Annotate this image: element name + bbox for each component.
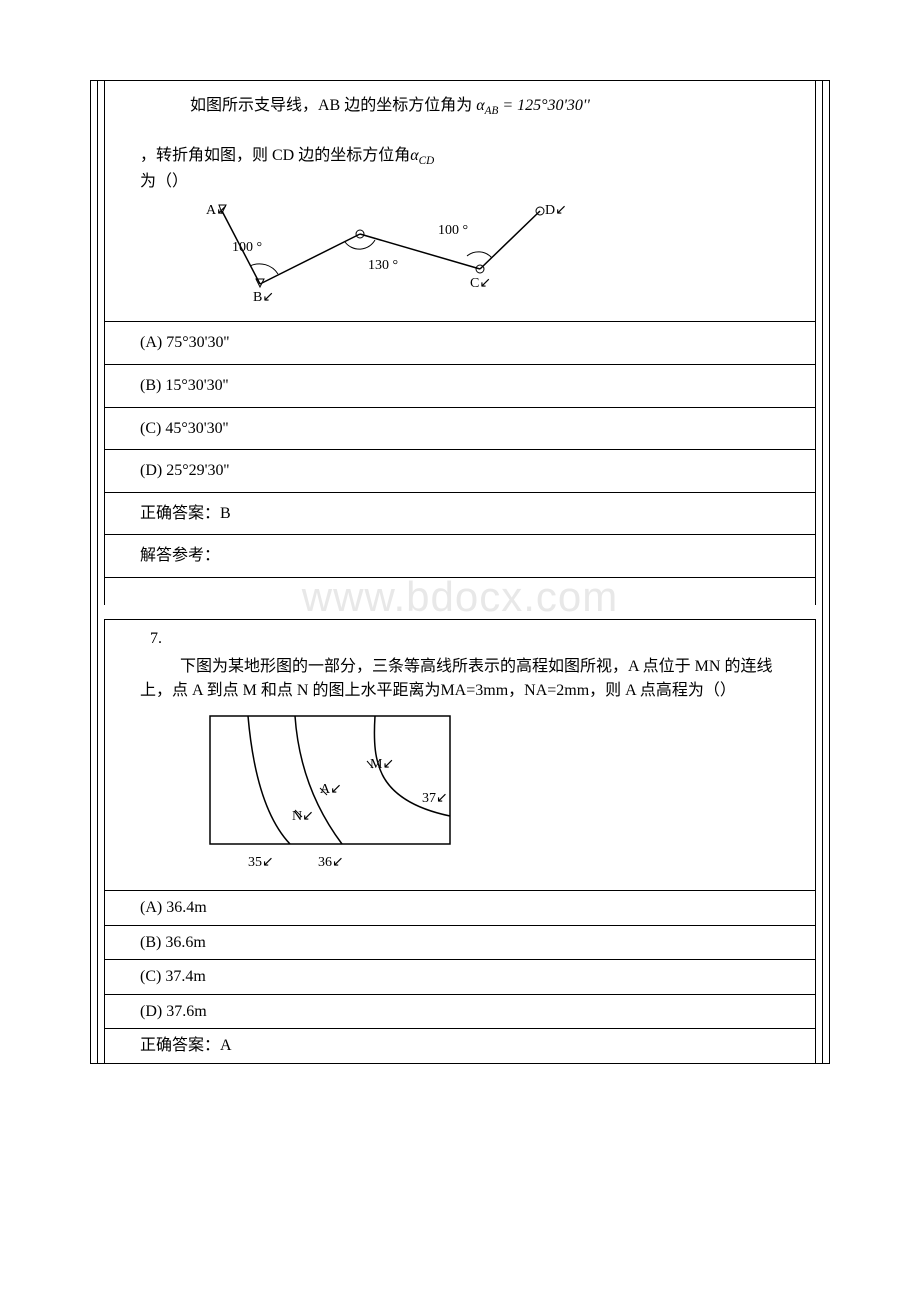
svg-text:M↙: M↙ xyxy=(370,757,394,772)
q7-option-C: (C) 37.4m xyxy=(105,960,815,995)
q6-outer-border: 如图所示支导线，AB 边的坐标方位角为 αAB = 125°30'30'' ，转… xyxy=(90,80,830,605)
q6-option-B: (B) 15°30'30'' xyxy=(105,365,815,408)
q6-stem-line3: 为（） xyxy=(140,167,780,191)
q6-inner-wrap: 如图所示支导线，AB 边的坐标方位角为 αAB = 125°30'30'' ，转… xyxy=(97,81,823,605)
q7-diagram: M↙ A↙ N↙ 37↙ 35↙ 36↙ xyxy=(140,700,780,885)
q6-option-A: (A) 75°30'30'' xyxy=(105,321,815,365)
svg-text:36↙: 36↙ xyxy=(318,855,344,870)
q6-alpha-ab: αAB = 125°30'30'' xyxy=(476,97,590,114)
q6-angle-b: 100 ° xyxy=(232,240,262,255)
q7-option-A: (A) 36.4m xyxy=(105,891,815,926)
q6-inner-wrap2: 如图所示支导线，AB 边的坐标方位角为 αAB = 125°30'30'' ，转… xyxy=(104,81,816,605)
q6-stem-line1: 如图所示支导线，AB 边的坐标方位角为 αAB = 125°30'30'' xyxy=(140,91,780,117)
q6-stem-line2: ，转折角如图，则 CD 边的坐标方位角αCD xyxy=(140,141,780,167)
q6-watermark-row: www.bdocx.com xyxy=(105,563,815,605)
q6-label-D: D↙ xyxy=(545,203,567,218)
q6-alpha-cd: αCD xyxy=(410,147,434,164)
q6-stem-prefix: 如图所示支导线，AB 边的坐标方位角为 xyxy=(190,97,476,114)
q6-angle-c: 100 ° xyxy=(438,223,468,238)
q7-option-D: (D) 37.6m xyxy=(105,995,815,1030)
q7-inner-wrap2: 7. 下图为某地形图的一部分，三条等高线所表示的高程如图所视，A 点位于 MN … xyxy=(104,619,816,1063)
q6-label-B: B↙ xyxy=(253,290,274,305)
q7-diagram-svg: M↙ A↙ N↙ 37↙ 35↙ 36↙ xyxy=(200,708,500,878)
svg-text:A↙: A↙ xyxy=(320,782,342,797)
q7-stem: 7. 下图为某地形图的一部分，三条等高线所表示的高程如图所视，A 点位于 MN … xyxy=(105,620,815,891)
q7-answer-row: 正确答案：A xyxy=(105,1029,815,1063)
q6-angle-mid: 130 ° xyxy=(368,258,398,273)
q6-diagram-svg: A↙ B↙ C↙ D↙ 100 ° 130 ° 100 ° xyxy=(170,199,590,309)
q7-number: 7. xyxy=(140,630,780,648)
q6-option-D: (D) 25°29'30'' xyxy=(105,450,815,493)
q6-label-C: C↙ xyxy=(470,276,491,291)
svg-text:N↙: N↙ xyxy=(292,809,314,824)
q6-label-A: A↙ xyxy=(206,203,228,218)
watermark-text: www.bdocx.com xyxy=(105,563,815,630)
q7-option-B: (B) 36.6m xyxy=(105,926,815,961)
q7-outer-border: 7. 下图为某地形图的一部分，三条等高线所表示的高程如图所视，A 点位于 MN … xyxy=(90,619,830,1064)
q6-option-C: (C) 45°30'30'' xyxy=(105,408,815,451)
svg-text:37↙: 37↙ xyxy=(422,791,448,806)
q6-stem: 如图所示支导线，AB 边的坐标方位角为 αAB = 125°30'30'' ，转… xyxy=(105,81,815,321)
svg-text:35↙: 35↙ xyxy=(248,855,274,870)
q7-inner-wrap: 7. 下图为某地形图的一部分，三条等高线所表示的高程如图所视，A 点位于 MN … xyxy=(97,619,823,1063)
q7-stem-text: 下图为某地形图的一部分，三条等高线所表示的高程如图所视，A 点位于 MN 的连线… xyxy=(140,652,780,700)
q6-diagram: A↙ B↙ C↙ D↙ 100 ° 130 ° 100 ° xyxy=(140,191,780,316)
q6-answer-row: 正确答案：B xyxy=(105,493,815,536)
